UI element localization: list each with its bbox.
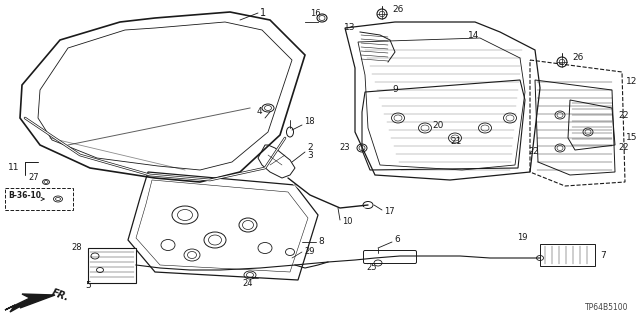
Bar xyxy=(5,188,73,210)
Text: 20: 20 xyxy=(432,121,444,130)
Text: 16: 16 xyxy=(310,9,321,18)
Text: 23: 23 xyxy=(339,144,350,152)
Text: 12: 12 xyxy=(626,78,637,86)
Polygon shape xyxy=(5,294,55,312)
Text: 19: 19 xyxy=(516,234,527,242)
Text: 24: 24 xyxy=(243,278,253,287)
Bar xyxy=(88,248,136,283)
Bar xyxy=(540,244,595,266)
FancyBboxPatch shape xyxy=(364,250,417,263)
Text: 8: 8 xyxy=(318,238,324,247)
Text: 22: 22 xyxy=(618,144,628,152)
Text: 18: 18 xyxy=(304,117,315,127)
Text: 29: 29 xyxy=(304,248,314,256)
Text: TP64B5100: TP64B5100 xyxy=(584,303,628,312)
Text: 15: 15 xyxy=(626,133,637,143)
Text: 14: 14 xyxy=(468,32,479,41)
Text: 5: 5 xyxy=(85,280,91,290)
Text: 11: 11 xyxy=(8,164,19,173)
Text: 22: 22 xyxy=(618,110,628,120)
Text: 28: 28 xyxy=(72,243,82,253)
Text: 21: 21 xyxy=(450,137,461,146)
Text: 13: 13 xyxy=(344,24,355,33)
Text: 26: 26 xyxy=(392,5,403,14)
Text: 4: 4 xyxy=(257,108,262,116)
Text: 27: 27 xyxy=(28,174,38,182)
Text: 1: 1 xyxy=(260,8,266,18)
Text: 9: 9 xyxy=(392,85,397,94)
Text: 22: 22 xyxy=(528,147,538,157)
Text: 26: 26 xyxy=(572,54,584,63)
Text: 3: 3 xyxy=(307,152,313,160)
Text: FR.: FR. xyxy=(50,287,70,303)
Text: 17: 17 xyxy=(384,207,395,217)
Text: 10: 10 xyxy=(342,218,353,226)
Text: 2: 2 xyxy=(307,144,312,152)
Text: B-36-10: B-36-10 xyxy=(8,191,41,201)
Text: 6: 6 xyxy=(394,235,400,244)
Text: 25: 25 xyxy=(367,263,377,272)
Text: 7: 7 xyxy=(600,250,605,259)
